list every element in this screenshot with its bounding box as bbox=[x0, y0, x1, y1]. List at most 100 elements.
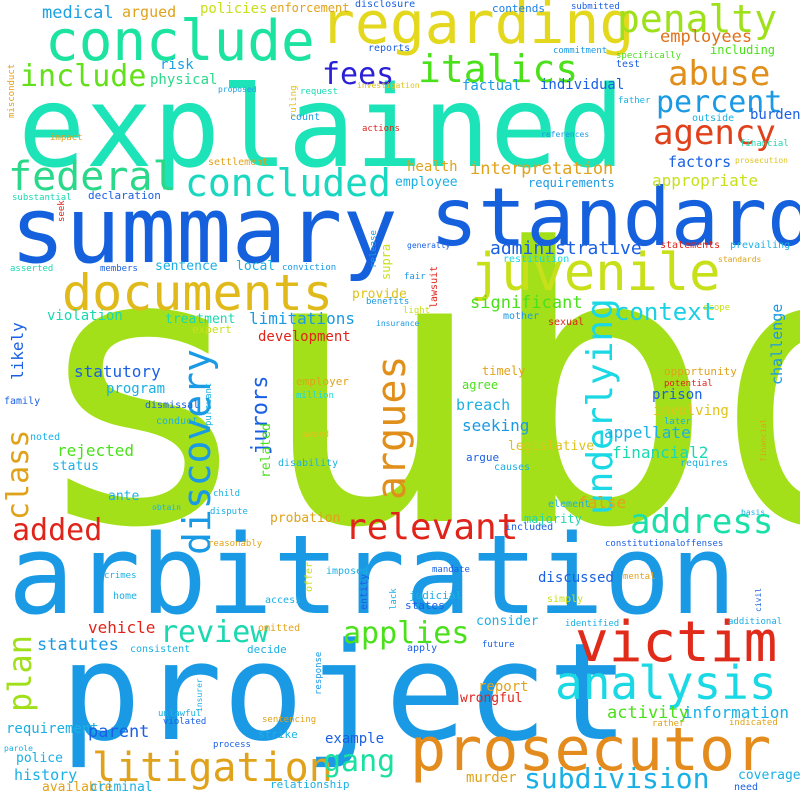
word-actions: actions bbox=[362, 124, 400, 134]
word-context: context bbox=[615, 298, 717, 326]
word-burden: burden bbox=[750, 107, 800, 123]
word-statements: statements bbox=[660, 240, 721, 251]
word-count: count bbox=[290, 112, 321, 123]
word-argues: argues bbox=[369, 355, 415, 501]
word-references: references bbox=[541, 130, 590, 139]
word-specifically: specifically bbox=[616, 51, 682, 61]
word-supra: supra bbox=[379, 243, 393, 280]
word-victim: victim bbox=[575, 610, 778, 675]
word-potential: program bbox=[106, 381, 166, 397]
word-vehicle: omitted bbox=[258, 623, 301, 634]
word-employee: employee bbox=[395, 175, 458, 190]
word-wrongful: insurer bbox=[195, 678, 204, 712]
word-decide: response bbox=[314, 651, 324, 695]
word-argued: argued bbox=[122, 3, 177, 21]
word-concluded: concluded bbox=[185, 161, 391, 205]
word-submitted: submitted bbox=[571, 2, 620, 12]
word-class: class bbox=[1, 429, 36, 520]
word-administrative: administrative bbox=[490, 238, 642, 259]
word-activity: information bbox=[683, 703, 789, 722]
word-strike: process bbox=[213, 740, 251, 750]
word-substantial: substantial bbox=[12, 193, 72, 203]
word-probation: majority bbox=[524, 512, 582, 526]
word-example: sentencing bbox=[262, 715, 317, 725]
word-judicial: states bbox=[405, 599, 445, 612]
word-parent: example bbox=[325, 731, 385, 747]
word-related: seeking bbox=[462, 416, 530, 435]
word-penalty: penalty bbox=[617, 0, 778, 41]
word-abuse: abuse bbox=[668, 54, 771, 94]
word-investigation: investigation bbox=[357, 81, 420, 90]
word-imposed: crimes bbox=[104, 571, 137, 581]
word-disability: argue bbox=[466, 451, 500, 464]
word-request: request bbox=[300, 87, 338, 97]
word-applies: applies bbox=[343, 616, 470, 651]
word-jurors: timely bbox=[482, 364, 526, 378]
word-requirement: parent bbox=[88, 722, 150, 742]
word-history: murder bbox=[466, 770, 517, 786]
word-litigation: litigation bbox=[92, 745, 333, 791]
word-including: including bbox=[710, 43, 776, 57]
word-agency: agency bbox=[653, 113, 776, 153]
word-provide: provide bbox=[352, 287, 407, 302]
word-false: child bbox=[213, 489, 241, 499]
word-basis: ante bbox=[108, 489, 140, 504]
word-arbitration: arbitration bbox=[8, 511, 737, 639]
word-majority: included bbox=[505, 522, 554, 533]
word-violation: violation bbox=[47, 308, 123, 324]
word-indicated: parole bbox=[4, 744, 33, 753]
word-breach: later bbox=[664, 417, 692, 427]
word-family: dismissal bbox=[145, 400, 200, 411]
word-significant: challenge bbox=[768, 303, 786, 385]
word-treatment: treatment bbox=[165, 312, 236, 327]
word-process: history bbox=[14, 766, 78, 784]
word-pursuant: appellate bbox=[604, 423, 691, 442]
word-light: light bbox=[403, 306, 431, 316]
word-states: simply bbox=[547, 594, 584, 605]
word-fair: fair bbox=[404, 272, 426, 282]
word-include: include bbox=[20, 59, 147, 94]
word-subdivision: subdivision bbox=[524, 762, 710, 795]
word-expert: development bbox=[258, 329, 351, 345]
word-project: project bbox=[60, 614, 629, 771]
word-documents: documents bbox=[62, 264, 333, 322]
word-statutes: decide bbox=[247, 643, 287, 656]
word-discovery: discovery bbox=[175, 349, 219, 555]
word-rather: requirement bbox=[6, 721, 99, 737]
word-constitutional: offenses bbox=[680, 539, 724, 549]
word-unlawful: violated bbox=[163, 717, 207, 727]
word-future: report bbox=[478, 679, 529, 695]
word-proposed: proposed bbox=[218, 85, 257, 94]
word-mother: mother bbox=[503, 311, 540, 322]
word-access: judicial bbox=[409, 589, 462, 602]
word-entity: discussed bbox=[538, 570, 614, 586]
word-need: available bbox=[42, 780, 113, 795]
word-omitted: statutes bbox=[37, 635, 119, 655]
word-argue: causes bbox=[494, 462, 531, 473]
word-risk: risk bbox=[160, 57, 194, 73]
word-prevailing: prevailing bbox=[730, 240, 791, 251]
word-appellate: breach bbox=[456, 396, 511, 414]
word-sentence: sentence bbox=[155, 259, 218, 274]
word-conclude: conclude bbox=[45, 9, 315, 74]
word-analysis: analysis bbox=[555, 656, 777, 710]
word-mandate: lack bbox=[389, 588, 399, 610]
word-settlement: settlement bbox=[208, 157, 269, 168]
word-parole: police bbox=[16, 751, 63, 766]
word-million: involving bbox=[653, 403, 729, 419]
word-test: test bbox=[616, 59, 641, 70]
word-standard: standard bbox=[430, 171, 800, 264]
word-prison: family bbox=[4, 396, 41, 407]
word-conduct: noted bbox=[30, 432, 61, 443]
word-disclosure: disclosure bbox=[355, 0, 416, 10]
word-appropriate: appropriate bbox=[652, 171, 758, 190]
word-employer: opportunity bbox=[664, 365, 737, 378]
word-offenses: reasonably bbox=[208, 539, 263, 549]
word-prosecutor: prosecutor bbox=[410, 715, 772, 785]
word-murder: coverage bbox=[738, 768, 800, 783]
word-noted: rejected bbox=[57, 441, 135, 460]
word-relevant: relevant bbox=[345, 507, 519, 548]
word-identified: additional bbox=[728, 617, 783, 627]
word-additional: consistent bbox=[130, 644, 191, 655]
word-fees: fees bbox=[322, 57, 395, 92]
